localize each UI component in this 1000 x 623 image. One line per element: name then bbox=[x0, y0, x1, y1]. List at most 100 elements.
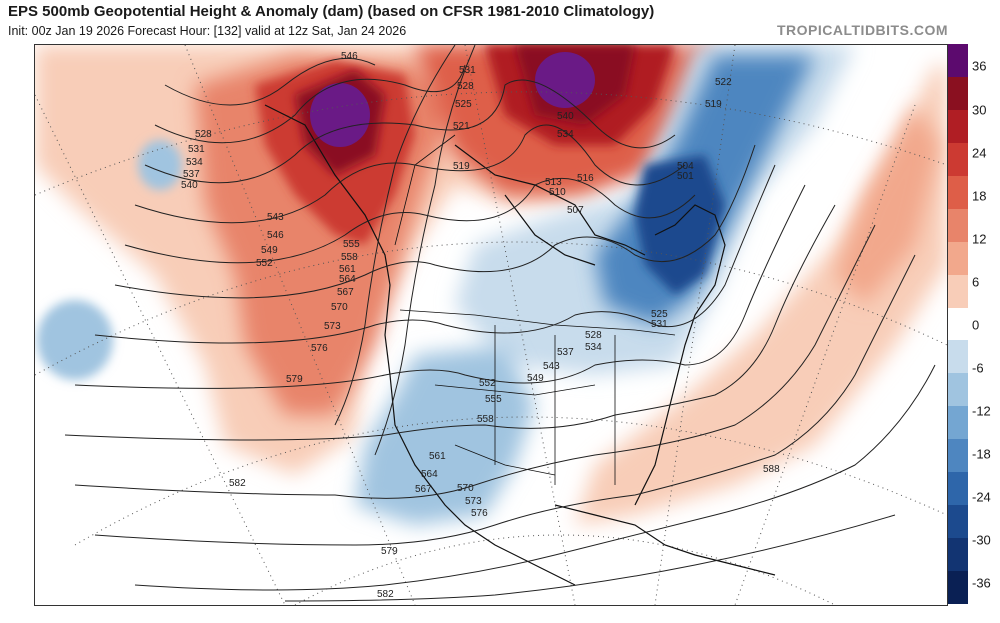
chart-subtitle: Init: 00z Jan 19 2026 Forecast Hour: [13… bbox=[8, 24, 407, 38]
contour-label: 549 bbox=[527, 373, 544, 384]
height-contours bbox=[64, 45, 936, 602]
colorbar-swatch bbox=[948, 175, 968, 210]
contour-label: 528 bbox=[457, 81, 474, 92]
colorbar-swatch bbox=[948, 472, 968, 506]
contour-label: 507 bbox=[567, 205, 584, 216]
coastlines bbox=[264, 104, 776, 586]
negative-anomaly-eastern-canada bbox=[635, 155, 725, 295]
contour-label: 549 bbox=[261, 245, 278, 256]
colorbar-tick-label: 30 bbox=[972, 102, 987, 118]
contour-label: 576 bbox=[471, 508, 488, 519]
colorbar-swatch bbox=[948, 142, 968, 177]
contour-label: 564 bbox=[339, 274, 356, 285]
colorbar-tick-label: -6 bbox=[972, 360, 984, 376]
contour-label: 534 bbox=[585, 342, 602, 353]
contour-label: 573 bbox=[324, 321, 341, 332]
map-canvas: 546 531 528 525 521 519 513 516 510 507 … bbox=[35, 45, 947, 605]
contour-label: 525 bbox=[651, 309, 668, 320]
contour-label: 552 bbox=[479, 378, 496, 389]
colorbar-swatch bbox=[948, 439, 968, 473]
colorbar bbox=[948, 44, 968, 605]
contour-label: 531 bbox=[188, 144, 205, 155]
contour-label: 519 bbox=[705, 99, 722, 110]
contour-label: 540 bbox=[557, 111, 574, 122]
contour-label: 555 bbox=[485, 394, 502, 405]
colorbar-swatch bbox=[948, 406, 968, 440]
colorbar-tick-label: 24 bbox=[972, 145, 987, 161]
contour-label: 564 bbox=[421, 469, 438, 480]
contour-label: 561 bbox=[339, 264, 356, 275]
contour-label: 567 bbox=[337, 287, 354, 298]
colorbar-swatch bbox=[948, 307, 968, 341]
colorbar-swatch bbox=[948, 44, 968, 78]
contour-label: 555 bbox=[343, 239, 360, 250]
contour-label: 582 bbox=[377, 589, 394, 600]
contour-labels: 546 531 528 525 521 519 513 516 510 507 … bbox=[181, 51, 780, 600]
contour-label: 570 bbox=[331, 302, 348, 313]
colorbar-tick-label: 18 bbox=[972, 188, 987, 204]
colorbar-swatch bbox=[948, 274, 968, 309]
site-credit: TROPICALTIDBITS.COM bbox=[776, 22, 948, 38]
colorbar-tick-label: -24 bbox=[972, 489, 991, 505]
positive-anomaly-alaska-core bbox=[310, 83, 370, 147]
contour-label: 543 bbox=[267, 212, 284, 223]
colorbar-tick-label: 36 bbox=[972, 58, 987, 74]
colorbar-swatch bbox=[948, 208, 968, 243]
colorbar-swatch bbox=[948, 241, 968, 276]
colorbar-swatch bbox=[948, 505, 968, 539]
contour-label: 501 bbox=[677, 171, 694, 182]
contour-label: 573 bbox=[465, 496, 482, 507]
colorbar-tick-label: -30 bbox=[972, 532, 991, 548]
contour-label: 534 bbox=[557, 129, 574, 140]
colorbar-swatch bbox=[948, 340, 968, 374]
positive-anomaly-atlantic-inner bbox=[835, 105, 940, 305]
lat-lon-grid bbox=[35, 45, 947, 605]
positive-anomaly-greenland-core bbox=[535, 52, 595, 108]
contour-label: 531 bbox=[651, 319, 668, 330]
colorbar-tick-label: -36 bbox=[972, 575, 991, 591]
contour-label: 513 bbox=[545, 177, 562, 188]
colorbar-swatch bbox=[948, 571, 968, 605]
contour-label: 540 bbox=[181, 180, 198, 191]
colorbar-tick-label: -18 bbox=[972, 446, 991, 462]
chart-title: EPS 500mb Geopotential Height & Anomaly … bbox=[8, 3, 655, 20]
negative-anomaly-pacific bbox=[138, 140, 182, 190]
colorbar-tick-label: 0 bbox=[972, 317, 980, 333]
contour-label: 519 bbox=[453, 161, 470, 172]
colorbar-tick-label: 12 bbox=[972, 231, 987, 247]
contour-label: 579 bbox=[286, 374, 303, 385]
contour-label: 528 bbox=[585, 330, 602, 341]
contour-label: 537 bbox=[183, 169, 200, 180]
negative-anomaly-hawaii bbox=[37, 300, 113, 380]
contour-label: 534 bbox=[186, 157, 203, 168]
contour-label: 546 bbox=[267, 230, 284, 241]
contour-label: 552 bbox=[256, 258, 273, 269]
contour-label: 567 bbox=[415, 484, 432, 495]
colorbar-swatch bbox=[948, 538, 968, 572]
contour-label: 546 bbox=[341, 51, 358, 62]
colorbar-tick-label: 6 bbox=[972, 274, 980, 290]
colorbar-tick-label: -12 bbox=[972, 403, 991, 419]
contour-label: 510 bbox=[549, 187, 566, 198]
contour-label: 579 bbox=[381, 546, 398, 557]
contour-label: 582 bbox=[229, 478, 246, 489]
contour-label: 588 bbox=[763, 464, 780, 475]
anomaly-map: 546 531 528 525 521 519 513 516 510 507 … bbox=[34, 44, 948, 606]
contour-label: 516 bbox=[577, 173, 594, 184]
contour-label: 504 bbox=[677, 161, 694, 172]
contour-label: 561 bbox=[429, 451, 446, 462]
colorbar-swatch bbox=[948, 109, 968, 144]
contour-label: 525 bbox=[455, 99, 472, 110]
contour-label: 537 bbox=[557, 347, 574, 358]
contour-label: 522 bbox=[715, 77, 732, 88]
contour-label: 521 bbox=[453, 121, 470, 132]
colorbar-swatch bbox=[948, 76, 968, 111]
contour-label: 528 bbox=[195, 129, 212, 140]
contour-label: 531 bbox=[459, 65, 476, 76]
contour-label: 558 bbox=[341, 252, 358, 263]
contour-label: 543 bbox=[543, 361, 560, 372]
colorbar-swatch bbox=[948, 373, 968, 407]
anomaly-shading bbox=[35, 45, 947, 525]
contour-label: 558 bbox=[477, 414, 494, 425]
contour-label: 576 bbox=[311, 343, 328, 354]
